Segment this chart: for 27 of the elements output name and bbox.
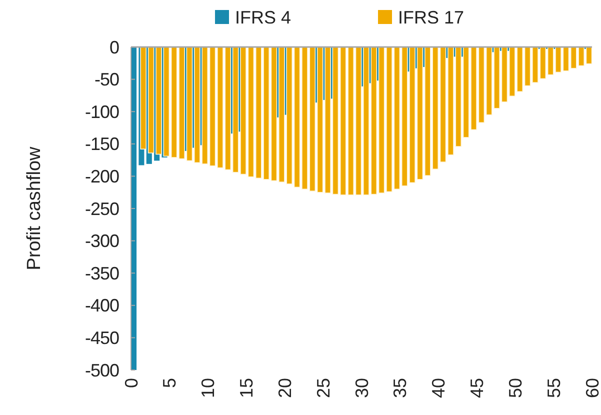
x-tick-label: 25: [313, 378, 334, 398]
y-tick-label: -50: [94, 70, 120, 90]
y-tick-label: -300: [84, 231, 120, 252]
x-tick-label: 20: [274, 378, 295, 398]
y-tick-label: -500: [84, 360, 120, 380]
y-tick-label: -200: [84, 166, 120, 186]
x-tick-label: 30: [352, 378, 372, 398]
y-tick-label: -250: [84, 198, 120, 219]
x-tick-label: 0: [121, 378, 142, 388]
x-tick-label: 50: [505, 378, 526, 398]
legend-label: IFRS 4: [235, 7, 292, 28]
legend-label: IFRS 17: [398, 7, 464, 28]
x-tick-label: 35: [390, 378, 410, 398]
y-tick-label: -150: [84, 134, 120, 154]
y-tick-label: -400: [84, 296, 120, 316]
y-axis-title: Profit cashflow: [24, 146, 45, 270]
x-tick-label: 55: [544, 378, 564, 398]
x-tick-label: 10: [198, 378, 218, 398]
x-tick-label: 40: [428, 378, 449, 398]
y-tick-label: -350: [84, 263, 120, 284]
y-tick-label: 0: [109, 37, 120, 58]
x-tick-label: 5: [160, 378, 180, 388]
x-tick-label: 15: [236, 378, 257, 398]
y-tick-label: -450: [84, 328, 120, 348]
x-tick-label: 60: [582, 378, 601, 398]
x-tick-label: 45: [467, 378, 488, 398]
y-tick-label: -100: [84, 102, 120, 122]
